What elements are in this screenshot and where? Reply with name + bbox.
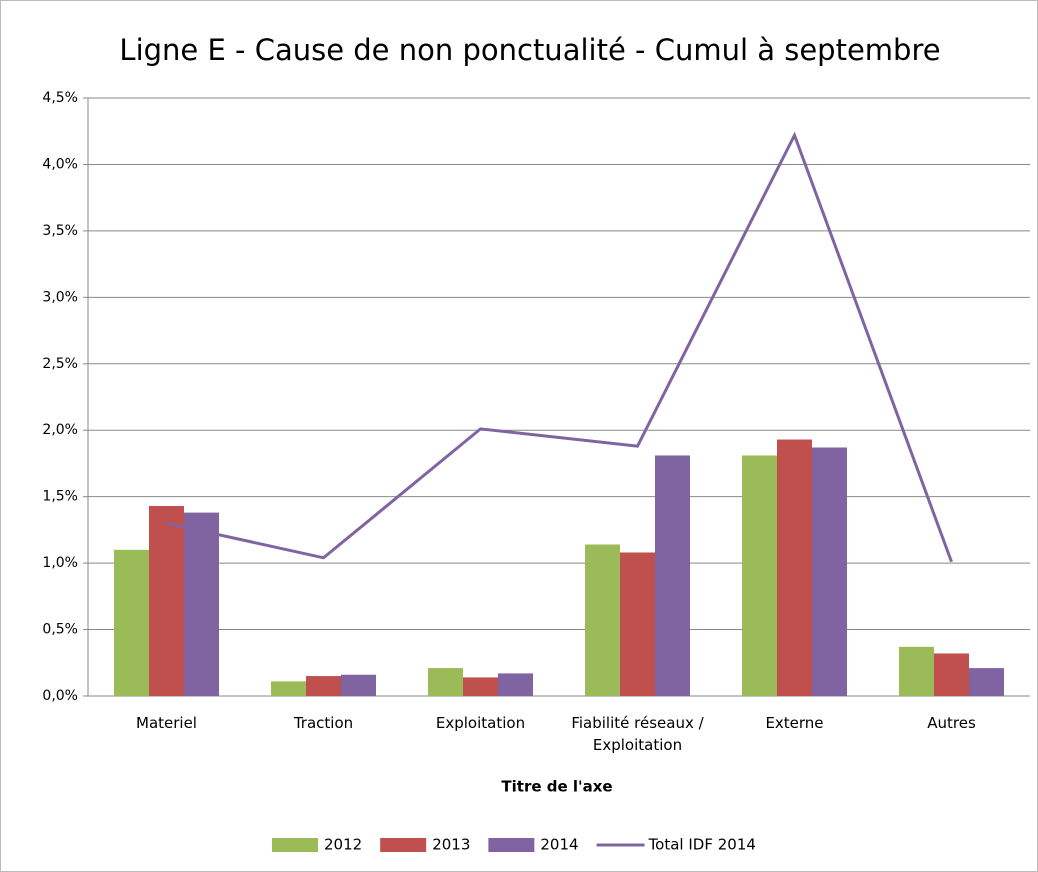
bar — [934, 653, 969, 696]
bar — [149, 505, 184, 696]
bar — [585, 544, 620, 696]
bar — [341, 674, 376, 696]
x-tick-label: Externe — [765, 714, 824, 732]
y-tick-label: 2,5% — [42, 356, 78, 372]
chart-title: Ligne E - Cause de non ponctualité - Cum… — [119, 33, 940, 67]
legend-swatch — [380, 838, 427, 852]
bar — [899, 646, 934, 696]
x-tick-label: Exploitation — [435, 714, 526, 732]
bar — [306, 676, 341, 696]
bar — [742, 455, 777, 696]
x-tick-label: Fiabilité réseaux / Exploitation — [571, 714, 704, 754]
y-tick-label: 4,5% — [42, 90, 78, 106]
bar — [812, 447, 847, 696]
legend-label: 2012 — [324, 836, 362, 854]
bar — [655, 455, 690, 696]
x-tick-label: Traction — [293, 714, 354, 732]
legend-label: 2014 — [540, 836, 578, 854]
y-tick-label: 3,0% — [42, 289, 78, 305]
bar — [463, 677, 498, 696]
x-axis-title: Titre de l'axe — [501, 778, 612, 796]
bar — [620, 552, 655, 696]
bar — [114, 549, 149, 696]
y-tick-label: 3,5% — [42, 223, 78, 239]
y-tick-label: 2,0% — [42, 422, 78, 438]
bar — [428, 668, 463, 696]
legend-swatch — [272, 838, 318, 852]
bar — [271, 681, 306, 696]
legend-label: Total IDF 2014 — [648, 836, 756, 854]
legend-swatch — [488, 838, 535, 852]
bar — [498, 673, 533, 696]
y-tick-label: 0,0% — [42, 688, 78, 704]
x-tick-label: Autres — [927, 714, 976, 732]
bar — [184, 512, 219, 696]
legend-label: 2013 — [432, 836, 470, 854]
y-tick-label: 1,0% — [42, 555, 78, 571]
x-tick-label: Materiel — [136, 714, 197, 732]
y-tick-label: 1,5% — [42, 489, 78, 505]
bar — [969, 668, 1004, 696]
bar — [777, 439, 812, 696]
line-series — [166, 131, 953, 563]
y-tick-label: 0,5% — [42, 622, 78, 638]
y-tick-label: 4,0% — [42, 156, 78, 172]
